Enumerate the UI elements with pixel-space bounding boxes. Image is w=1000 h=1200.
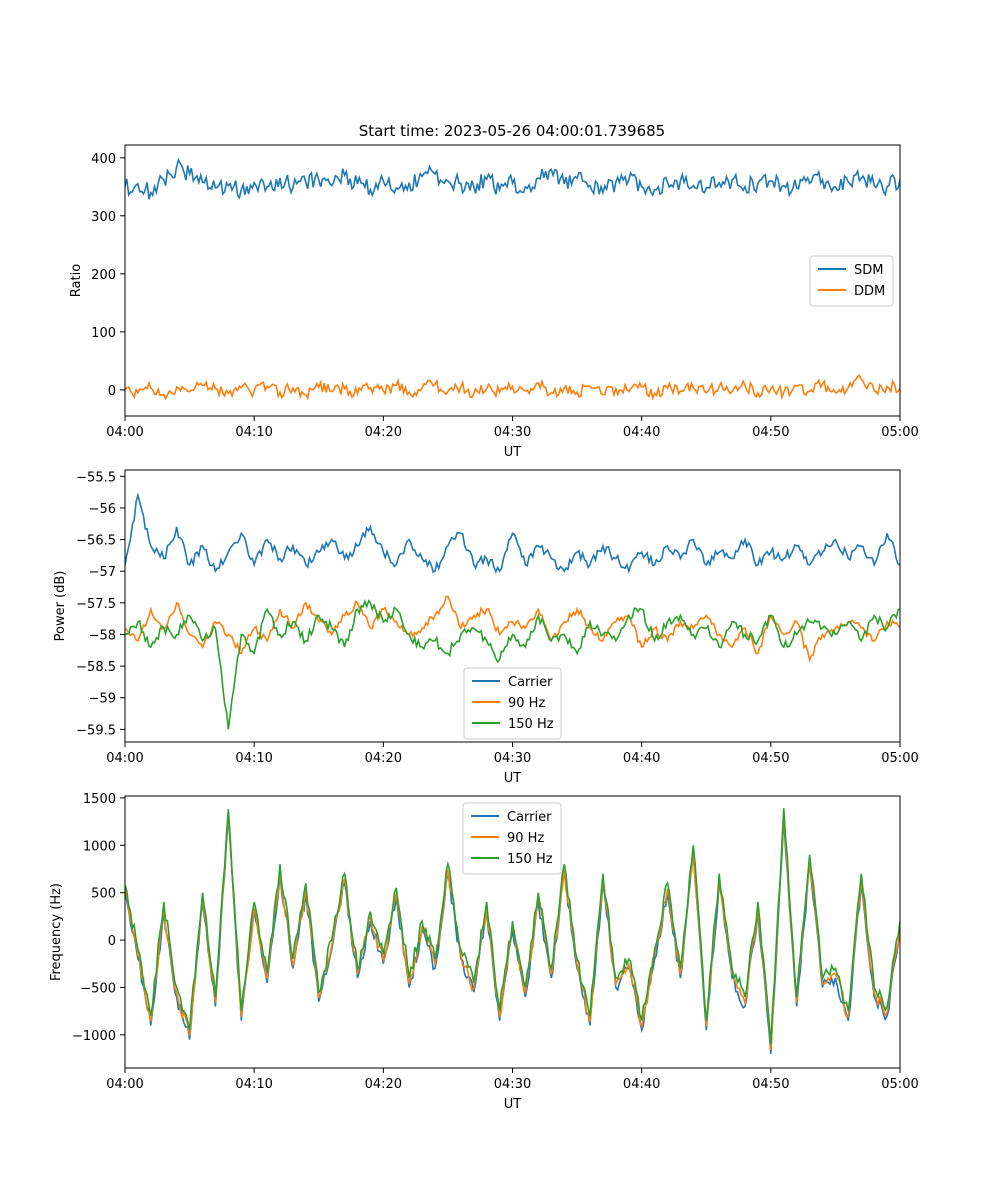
y-tick-label: −59 — [89, 692, 116, 707]
y-tick-label: 500 — [91, 887, 116, 902]
y-tick-label: −58.5 — [76, 660, 116, 675]
x-axis-label: UT — [504, 445, 522, 460]
x-tick-label: 04:30 — [494, 425, 531, 440]
y-tick-label: 200 — [91, 268, 116, 283]
y-tick-label: 100 — [91, 326, 116, 341]
y-axis-label: Power (dB) — [53, 571, 68, 642]
legend-label: Carrier — [507, 810, 552, 825]
series-line-ddm — [125, 374, 900, 401]
legend-label: DDM — [854, 284, 885, 299]
power-panel: 04:00 04:10 04:20 04:30 04:40 04:50 05:00 −59.5… — [53, 469, 919, 786]
x-tick-label: 04:50 — [752, 425, 789, 440]
y-tick-label: 1000 — [83, 839, 116, 854]
x-tick-label: 05:00 — [881, 751, 918, 766]
x-axis-label: UT — [504, 1097, 522, 1112]
legend-label: 150 Hz — [507, 852, 553, 867]
y-tick-label: 0 — [108, 384, 116, 399]
legend-label: Carrier — [508, 675, 553, 690]
chart-title: Start time: 2023-05-26 04:00:01.739685 — [359, 122, 665, 140]
y-tick-label: −58 — [89, 628, 116, 643]
legend — [462, 802, 562, 875]
y-tick-label: −57.5 — [76, 597, 116, 612]
y-axis-label: Frequency (Hz) — [49, 883, 64, 981]
ratio-panel: 04:00 04:10 04:20 04:30 04:40 04:50 05:00 0 100 2… — [69, 144, 919, 460]
legend-label: SDM — [854, 263, 883, 278]
legend-label: 90 Hz — [507, 831, 544, 846]
y-tick-label: 0 — [108, 934, 116, 949]
x-tick-label: 05:00 — [881, 425, 918, 440]
y-tick-label: 1500 — [83, 792, 116, 807]
x-tick-label: 04:50 — [752, 1077, 789, 1092]
y-tick-label: −57 — [89, 565, 116, 580]
x-tick-label: 04:20 — [365, 751, 402, 766]
y-axis-label: Ratio — [69, 264, 84, 297]
y-tick-label: 400 — [91, 152, 116, 167]
x-tick-label: 04:10 — [235, 1077, 272, 1092]
x-tick-label: 04:00 — [106, 751, 143, 766]
x-tick-label: 05:00 — [881, 1077, 918, 1092]
y-tick-label: −56 — [89, 502, 116, 517]
x-axis-label: UT — [504, 771, 522, 786]
x-tick-label: 04:10 — [235, 751, 272, 766]
x-tick-label: 04:30 — [494, 751, 531, 766]
legend-label: 90 Hz — [508, 696, 545, 711]
x-tick-label: 04:30 — [494, 1077, 531, 1092]
y-tick-label: −500 — [80, 981, 116, 996]
legend — [463, 667, 562, 740]
frequency-panel: 04:00 04:10 04:20 04:30 04:40 04:50 05:00 −1000… — [49, 792, 919, 1112]
legend-label: 150 Hz — [508, 717, 554, 732]
y-tick-label: −1000 — [72, 1029, 116, 1044]
y-tick-label: −59.5 — [76, 723, 116, 738]
x-tick-label: 04:20 — [365, 425, 402, 440]
x-tick-label: 04:40 — [623, 1077, 660, 1092]
series-line-150-hz — [125, 598, 900, 730]
x-tick-label: 04:40 — [623, 425, 660, 440]
series-line-carrier — [125, 492, 900, 574]
x-tick-label: 04:50 — [752, 751, 789, 766]
series-line-sdm — [125, 157, 900, 200]
x-tick-label: 04:10 — [235, 425, 272, 440]
y-tick-label: −56.5 — [76, 534, 116, 549]
y-tick-label: −55.5 — [76, 470, 116, 485]
y-tick-label: 300 — [91, 210, 116, 225]
x-tick-label: 04:00 — [106, 425, 143, 440]
x-tick-label: 04:00 — [106, 1077, 143, 1092]
x-tick-label: 04:20 — [365, 1077, 402, 1092]
x-tick-label: 04:40 — [623, 751, 660, 766]
series-line-150-hz — [125, 808, 900, 1045]
